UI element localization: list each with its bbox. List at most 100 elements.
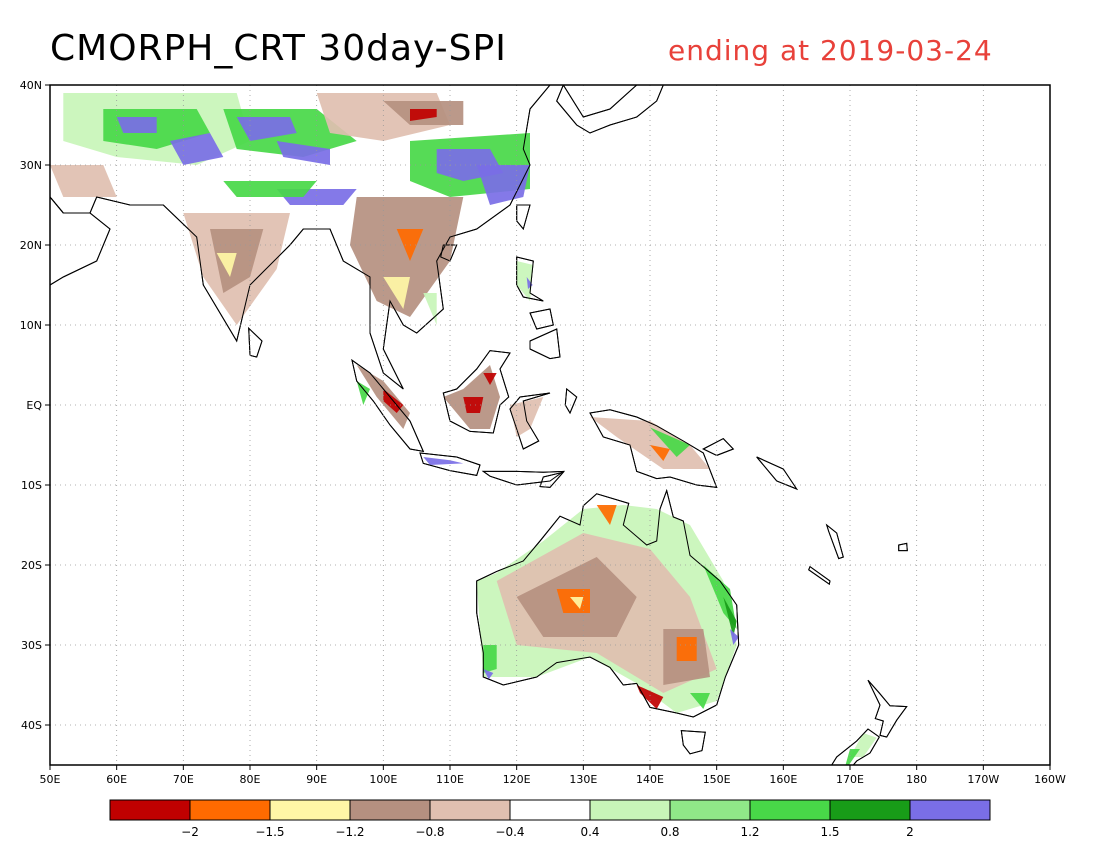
- spi-anomaly-patches: [50, 85, 908, 765]
- colorbar-swatch: [189, 799, 271, 821]
- coastline-nz-north: [867, 679, 908, 738]
- coastline-nusa: [481, 470, 565, 486]
- colorbar-label: 0.4: [580, 825, 599, 839]
- lon-tick-label: 110E: [436, 773, 464, 786]
- lon-tick-label: 80E: [240, 773, 261, 786]
- colorbar: −2 −1.5 −1.2 −0.8 −0.4 0.4 0.8 1.2 1.5 2: [109, 799, 991, 839]
- lat-tick-label: 40S: [21, 719, 42, 732]
- colorbar-swatch: [109, 799, 191, 821]
- land-nz-north: [867, 679, 908, 738]
- spi-patch: [236, 117, 297, 141]
- spi-patch: [483, 669, 494, 680]
- land-taiwan: [516, 204, 531, 231]
- coastline-vanuatu: [825, 523, 844, 560]
- coastline-korea-japan: [556, 85, 664, 134]
- colorbar-swatch: [509, 799, 591, 821]
- colorbar-swatch: [829, 799, 911, 821]
- spi-patch: [590, 417, 710, 469]
- spi-patch: [356, 381, 370, 405]
- map-date: ending at 2019-03-24: [668, 34, 993, 67]
- lon-tick-label: 160E: [769, 773, 797, 786]
- coastline-tasmania: [680, 730, 706, 755]
- lat-tick-label: 30S: [21, 639, 42, 652]
- spi-patch: [483, 373, 497, 385]
- lon-tick-label: 180: [906, 773, 927, 786]
- spi-patch: [636, 685, 664, 709]
- latitude-tick-labels: 40N 30N 20N 10N EQ 10S 20S 30S 40S: [20, 79, 50, 732]
- coastline-mindanao: [529, 328, 561, 360]
- land-srilanka: [248, 326, 263, 358]
- spi-patch: [510, 397, 544, 437]
- coastline-solomon: [756, 456, 799, 491]
- spi-patch: [690, 693, 710, 709]
- coastline-sulawesi: [509, 392, 551, 450]
- colorbar-label: −0.8: [415, 825, 444, 839]
- spi-patch: [223, 181, 317, 197]
- colorbar-label: 1.2: [740, 825, 759, 839]
- spi-patch: [276, 141, 330, 165]
- coastline-srilanka: [248, 326, 263, 358]
- lat-tick-label: 30N: [20, 159, 42, 172]
- coastline-newguinea: [589, 409, 718, 488]
- colorbar-label: −0.4: [495, 825, 524, 839]
- map-title: CMORPH_CRT 30day-SPI: [50, 28, 507, 69]
- coastline-timor: [539, 471, 565, 488]
- map-frame: [49, 84, 1051, 766]
- lon-tick-label: 130E: [569, 773, 597, 786]
- lon-tick-label: 50E: [40, 773, 61, 786]
- spi-patch: [423, 293, 437, 325]
- longitude-tick-labels: 50E 60E 70E 80E 90E 100E 110E 120E 130E 140E 150E 1…: [40, 765, 1066, 786]
- lon-tick-label: 170E: [836, 773, 864, 786]
- lon-tick-label: 90E: [306, 773, 327, 786]
- coastline-visayas: [529, 308, 554, 330]
- gridlines: [50, 85, 1050, 765]
- coastline-borneo: [442, 350, 511, 434]
- lon-tick-label: 170W: [967, 773, 999, 786]
- spi-patch: [383, 277, 410, 309]
- coastline-asia: [50, 85, 551, 390]
- spi-patch: [216, 253, 237, 277]
- spi-patch: [845, 749, 860, 765]
- spi-patch: [730, 629, 739, 645]
- spi-patch: [650, 427, 690, 457]
- spi-patch: [350, 197, 464, 317]
- lon-tick-label: 60E: [106, 773, 127, 786]
- lat-tick-label: 20S: [21, 559, 42, 572]
- plot-area: [50, 85, 1050, 765]
- lat-tick-label: 10S: [21, 479, 42, 492]
- spi-patch: [116, 117, 157, 133]
- spi-patch: [463, 397, 484, 413]
- colorbar-label: −2: [181, 825, 199, 839]
- lon-tick-label: 160W: [1034, 773, 1066, 786]
- lat-tick-label: 10N: [20, 319, 42, 332]
- land-mindanao: [529, 328, 561, 360]
- spi-patch: [596, 505, 617, 525]
- lon-tick-label: 120E: [503, 773, 531, 786]
- spi-patch: [410, 109, 437, 121]
- colorbar-label: 1.5: [820, 825, 839, 839]
- lat-tick-label: 20N: [20, 239, 42, 252]
- lat-tick-label: EQ: [26, 399, 42, 412]
- lon-tick-label: 100E: [369, 773, 397, 786]
- colorbar-swatch: [349, 799, 431, 821]
- land-newcal: [808, 565, 831, 586]
- colorbar-swatch: [429, 799, 511, 821]
- coastline-java: [419, 452, 481, 476]
- colorbar-label: −1.2: [335, 825, 364, 839]
- coastline-newcal: [808, 565, 831, 586]
- coastline-halmahera: [564, 388, 578, 415]
- coastline-australia: [476, 488, 740, 718]
- spi-patch: [423, 457, 464, 465]
- spi-patch: [676, 637, 697, 661]
- colorbar-swatch: [749, 799, 831, 821]
- coastline-nz-south: [831, 728, 880, 765]
- spi-patch: [650, 445, 670, 461]
- lon-tick-label: 70E: [173, 773, 194, 786]
- coastline-newbritain: [702, 437, 735, 456]
- coastline-fiji: [898, 542, 908, 552]
- lon-tick-label: 140E: [636, 773, 664, 786]
- colorbar-label: 2: [906, 825, 914, 839]
- land-solomon: [756, 456, 799, 491]
- spi-patch: [50, 165, 117, 197]
